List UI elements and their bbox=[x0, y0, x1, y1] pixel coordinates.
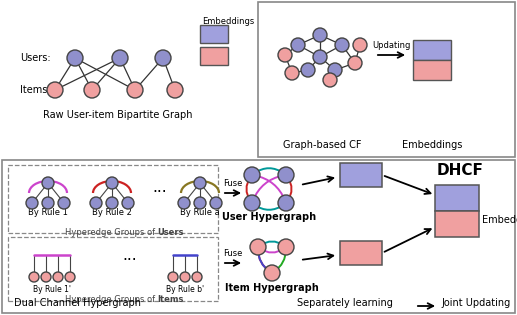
Circle shape bbox=[180, 272, 190, 282]
Text: Embeddings: Embeddings bbox=[202, 16, 254, 26]
Circle shape bbox=[67, 50, 83, 66]
Circle shape bbox=[65, 272, 75, 282]
Bar bbox=[200, 47, 228, 65]
Circle shape bbox=[53, 272, 63, 282]
Text: By Rule a: By Rule a bbox=[180, 208, 220, 217]
Text: Users:: Users: bbox=[20, 53, 51, 63]
Bar bbox=[2, 160, 515, 313]
Text: Fuse: Fuse bbox=[223, 179, 242, 188]
Text: Embeddings: Embeddings bbox=[482, 215, 517, 225]
Text: User Hypergraph: User Hypergraph bbox=[222, 212, 316, 222]
Circle shape bbox=[301, 63, 315, 77]
Circle shape bbox=[42, 197, 54, 209]
Circle shape bbox=[244, 195, 260, 211]
Text: ···: ··· bbox=[153, 186, 168, 201]
Text: Items: Items bbox=[157, 295, 184, 304]
Circle shape bbox=[313, 50, 327, 64]
Circle shape bbox=[323, 73, 337, 87]
Circle shape bbox=[353, 38, 367, 52]
Circle shape bbox=[278, 239, 294, 255]
Text: Graph-based CF: Graph-based CF bbox=[283, 140, 361, 150]
Circle shape bbox=[29, 272, 39, 282]
Circle shape bbox=[278, 195, 294, 211]
Bar bbox=[413, 40, 451, 60]
Bar bbox=[435, 185, 479, 211]
Circle shape bbox=[194, 197, 206, 209]
Text: DHCF: DHCF bbox=[436, 163, 483, 178]
Text: Raw User-item Bipartite Graph: Raw User-item Bipartite Graph bbox=[43, 110, 193, 120]
Text: By Rule 2: By Rule 2 bbox=[92, 208, 132, 217]
Circle shape bbox=[26, 197, 38, 209]
Bar bbox=[340, 163, 382, 187]
Circle shape bbox=[285, 66, 299, 80]
Circle shape bbox=[106, 197, 118, 209]
Circle shape bbox=[264, 265, 280, 281]
Circle shape bbox=[210, 197, 222, 209]
Text: Users: Users bbox=[157, 228, 184, 237]
Bar bbox=[8, 237, 218, 301]
Text: Item Hypergraph: Item Hypergraph bbox=[225, 283, 319, 293]
Text: By Rule 1': By Rule 1' bbox=[33, 285, 71, 294]
Text: Dual Channel Hypergraph: Dual Channel Hypergraph bbox=[14, 298, 142, 308]
Circle shape bbox=[168, 272, 178, 282]
Circle shape bbox=[127, 82, 143, 98]
Text: Hyperedge Groups of: Hyperedge Groups of bbox=[65, 228, 158, 237]
Bar bbox=[340, 241, 382, 265]
Bar bbox=[258, 2, 515, 157]
Text: Hyperedge Groups of: Hyperedge Groups of bbox=[65, 295, 158, 304]
Text: ···: ··· bbox=[123, 253, 138, 267]
Bar bbox=[435, 211, 479, 237]
Circle shape bbox=[167, 82, 183, 98]
Circle shape bbox=[84, 82, 100, 98]
Circle shape bbox=[328, 63, 342, 77]
Circle shape bbox=[291, 38, 305, 52]
Text: Embeddings: Embeddings bbox=[402, 140, 462, 150]
Circle shape bbox=[335, 38, 349, 52]
Circle shape bbox=[112, 50, 128, 66]
Circle shape bbox=[278, 167, 294, 183]
Circle shape bbox=[42, 177, 54, 189]
Circle shape bbox=[106, 177, 118, 189]
Text: By Rule b': By Rule b' bbox=[166, 285, 204, 294]
Circle shape bbox=[313, 28, 327, 42]
Text: Updating: Updating bbox=[372, 41, 410, 50]
Circle shape bbox=[178, 197, 190, 209]
Circle shape bbox=[47, 82, 63, 98]
Circle shape bbox=[250, 239, 266, 255]
Bar bbox=[8, 165, 218, 233]
Text: Fuse: Fuse bbox=[223, 249, 242, 258]
Circle shape bbox=[41, 272, 51, 282]
Bar bbox=[200, 25, 228, 43]
Text: Separately learning: Separately learning bbox=[297, 298, 393, 308]
Circle shape bbox=[192, 272, 202, 282]
Text: Joint Updating: Joint Updating bbox=[441, 298, 510, 308]
Circle shape bbox=[90, 197, 102, 209]
Bar bbox=[413, 60, 451, 80]
Text: By Rule 1: By Rule 1 bbox=[28, 208, 68, 217]
Circle shape bbox=[244, 167, 260, 183]
Circle shape bbox=[58, 197, 70, 209]
Circle shape bbox=[348, 56, 362, 70]
Circle shape bbox=[155, 50, 171, 66]
Circle shape bbox=[122, 197, 134, 209]
Circle shape bbox=[194, 177, 206, 189]
Circle shape bbox=[278, 48, 292, 62]
Text: Items:: Items: bbox=[20, 85, 51, 95]
